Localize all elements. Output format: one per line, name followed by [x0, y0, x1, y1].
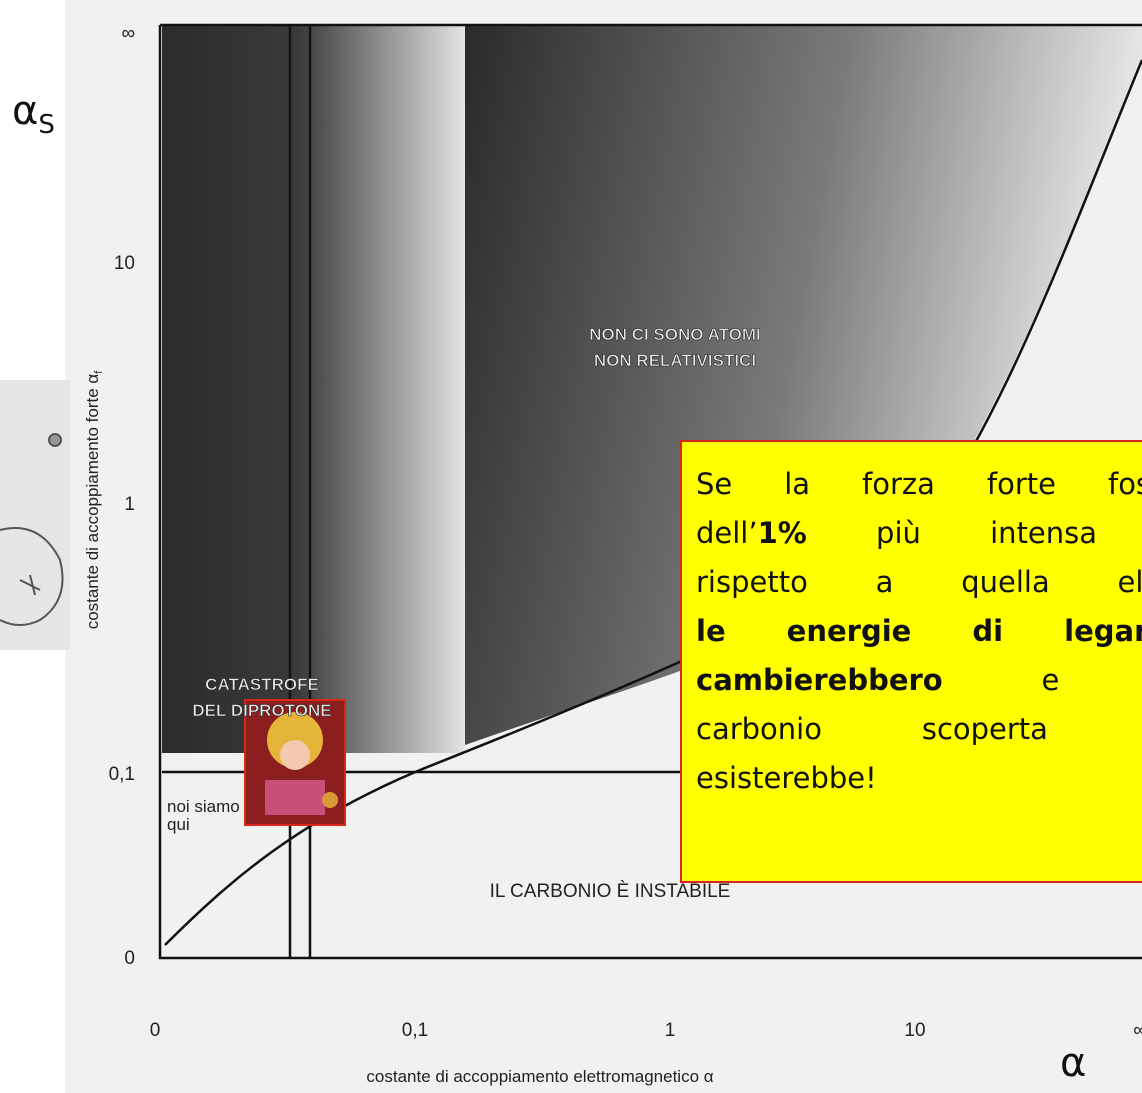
callout-line: esisterebbe! — [696, 754, 1142, 803]
callout-text: le energie di legame — [696, 614, 1142, 648]
callout-text: Se la forza forte fosse — [696, 467, 1142, 501]
callout-line: cambierebbero e la — [696, 656, 1142, 705]
symbol: α — [12, 88, 39, 134]
y-tick-label: ∞ — [121, 23, 135, 44]
callout-text: 1% — [757, 516, 807, 550]
callout-text: cambierebbero — [696, 663, 943, 697]
cartoon-lines — [0, 433, 64, 626]
y-axis-label: costante di accoppiamento forte αf — [83, 370, 105, 630]
callout-line: le energie di legame — [696, 607, 1142, 656]
region-label: CATASTROFE — [205, 675, 319, 694]
x-tick-label: 0 — [150, 1020, 161, 1041]
region-label: noi siamo — [167, 797, 240, 816]
region-label: DEL DIPROTONE — [192, 701, 331, 720]
callout: Se la forza forte fosse dell’1% più inten… — [680, 440, 1142, 883]
y-tick-label: 0 — [124, 948, 135, 969]
alpha-s-symbol: αS — [12, 88, 55, 140]
x-axis-label: costante di accoppiamento elettromagneti… — [366, 1067, 713, 1086]
alpha-symbol: α — [1060, 1040, 1087, 1086]
no-atoms-region — [465, 25, 1142, 745]
region-label: NON RELATIVISTICI — [594, 351, 756, 370]
callout-text: dell’ — [696, 516, 758, 550]
callout-text: carbonio scoperta da — [696, 712, 1142, 746]
label-text: costante di accoppiamento forte α — [83, 374, 102, 630]
cartoon — [244, 699, 346, 826]
x-tick-label: 10 — [904, 1020, 925, 1041]
y-tick-label: 0,1 — [109, 764, 135, 785]
x-tick-label: ∞ — [1133, 1020, 1142, 1041]
region-label: IL CARBONIO È INSTABILE — [490, 881, 731, 902]
callout-line: rispetto a quella elett — [696, 558, 1142, 607]
label-subscript: f — [93, 370, 105, 374]
x-tick-label: 1 — [665, 1020, 676, 1041]
callout-text: e la — [1041, 663, 1142, 697]
callout-line: Se la forza forte fosse — [696, 460, 1142, 509]
region-label: qui — [167, 815, 190, 834]
callout-text: rispetto a quella elett — [696, 565, 1142, 599]
cartoon-fragment — [0, 380, 70, 650]
callout-line: carbonio scoperta da — [696, 705, 1142, 754]
callout-text: esisterebbe! — [696, 761, 877, 795]
y-tick-label: 1 — [124, 494, 135, 515]
callout-line: dell’1% più intensa o — [696, 509, 1142, 558]
region-label: NON CI SONO ATOMI — [589, 325, 761, 344]
y-tick-label: 10 — [114, 253, 135, 274]
callout-text: più intensa o — [876, 516, 1142, 550]
subscript: S — [38, 110, 55, 140]
x-tick-label: 0,1 — [402, 1020, 428, 1041]
diproton-region — [162, 25, 465, 753]
